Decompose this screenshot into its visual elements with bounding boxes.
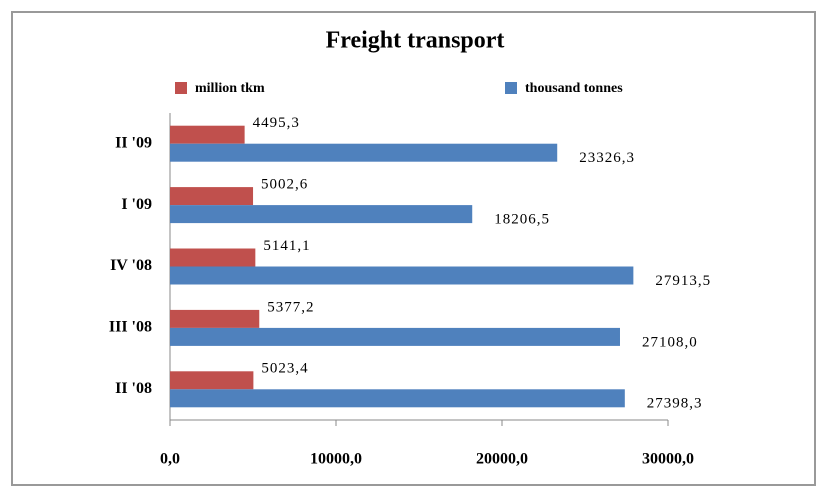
data-label: 23326,3 xyxy=(579,150,635,166)
data-label: 18206,5 xyxy=(494,212,550,228)
data-label: 5002,6 xyxy=(261,177,308,193)
data-label: 5377,2 xyxy=(267,299,314,315)
bar xyxy=(170,327,620,346)
data-label: 4495,3 xyxy=(253,115,300,131)
data-label: 5141,1 xyxy=(263,238,310,254)
bar xyxy=(170,205,473,224)
data-label: 27108,0 xyxy=(642,334,698,350)
bar xyxy=(170,371,254,390)
bar xyxy=(170,248,256,267)
bar xyxy=(170,125,245,144)
y-tick-label: III '08 xyxy=(109,319,152,336)
data-label: 27398,3 xyxy=(647,396,703,412)
legend-label: thousand tonnes xyxy=(525,81,623,96)
bar xyxy=(170,309,260,328)
chart-frame xyxy=(11,11,816,486)
legend-swatch xyxy=(175,82,187,94)
y-tick-label: IV '08 xyxy=(110,257,152,274)
x-tick-label: 10000,0 xyxy=(310,451,362,468)
data-label: 5023,4 xyxy=(261,361,308,377)
bar xyxy=(170,187,254,206)
legend-swatch xyxy=(505,82,517,94)
x-tick-label: 20000,0 xyxy=(476,451,528,468)
chart-title: Freight transport xyxy=(326,28,505,54)
data-label: 27913,5 xyxy=(655,273,711,289)
x-tick-label: 30000,0 xyxy=(642,451,694,468)
bar xyxy=(170,143,558,162)
bar xyxy=(170,266,634,285)
y-tick-label: II '08 xyxy=(115,380,152,397)
y-tick-label: I '09 xyxy=(121,196,152,213)
legend-label: million tkm xyxy=(195,81,265,96)
x-tick-label: 0,0 xyxy=(160,451,180,468)
bar xyxy=(170,389,625,408)
y-tick-label: II '09 xyxy=(115,134,152,151)
